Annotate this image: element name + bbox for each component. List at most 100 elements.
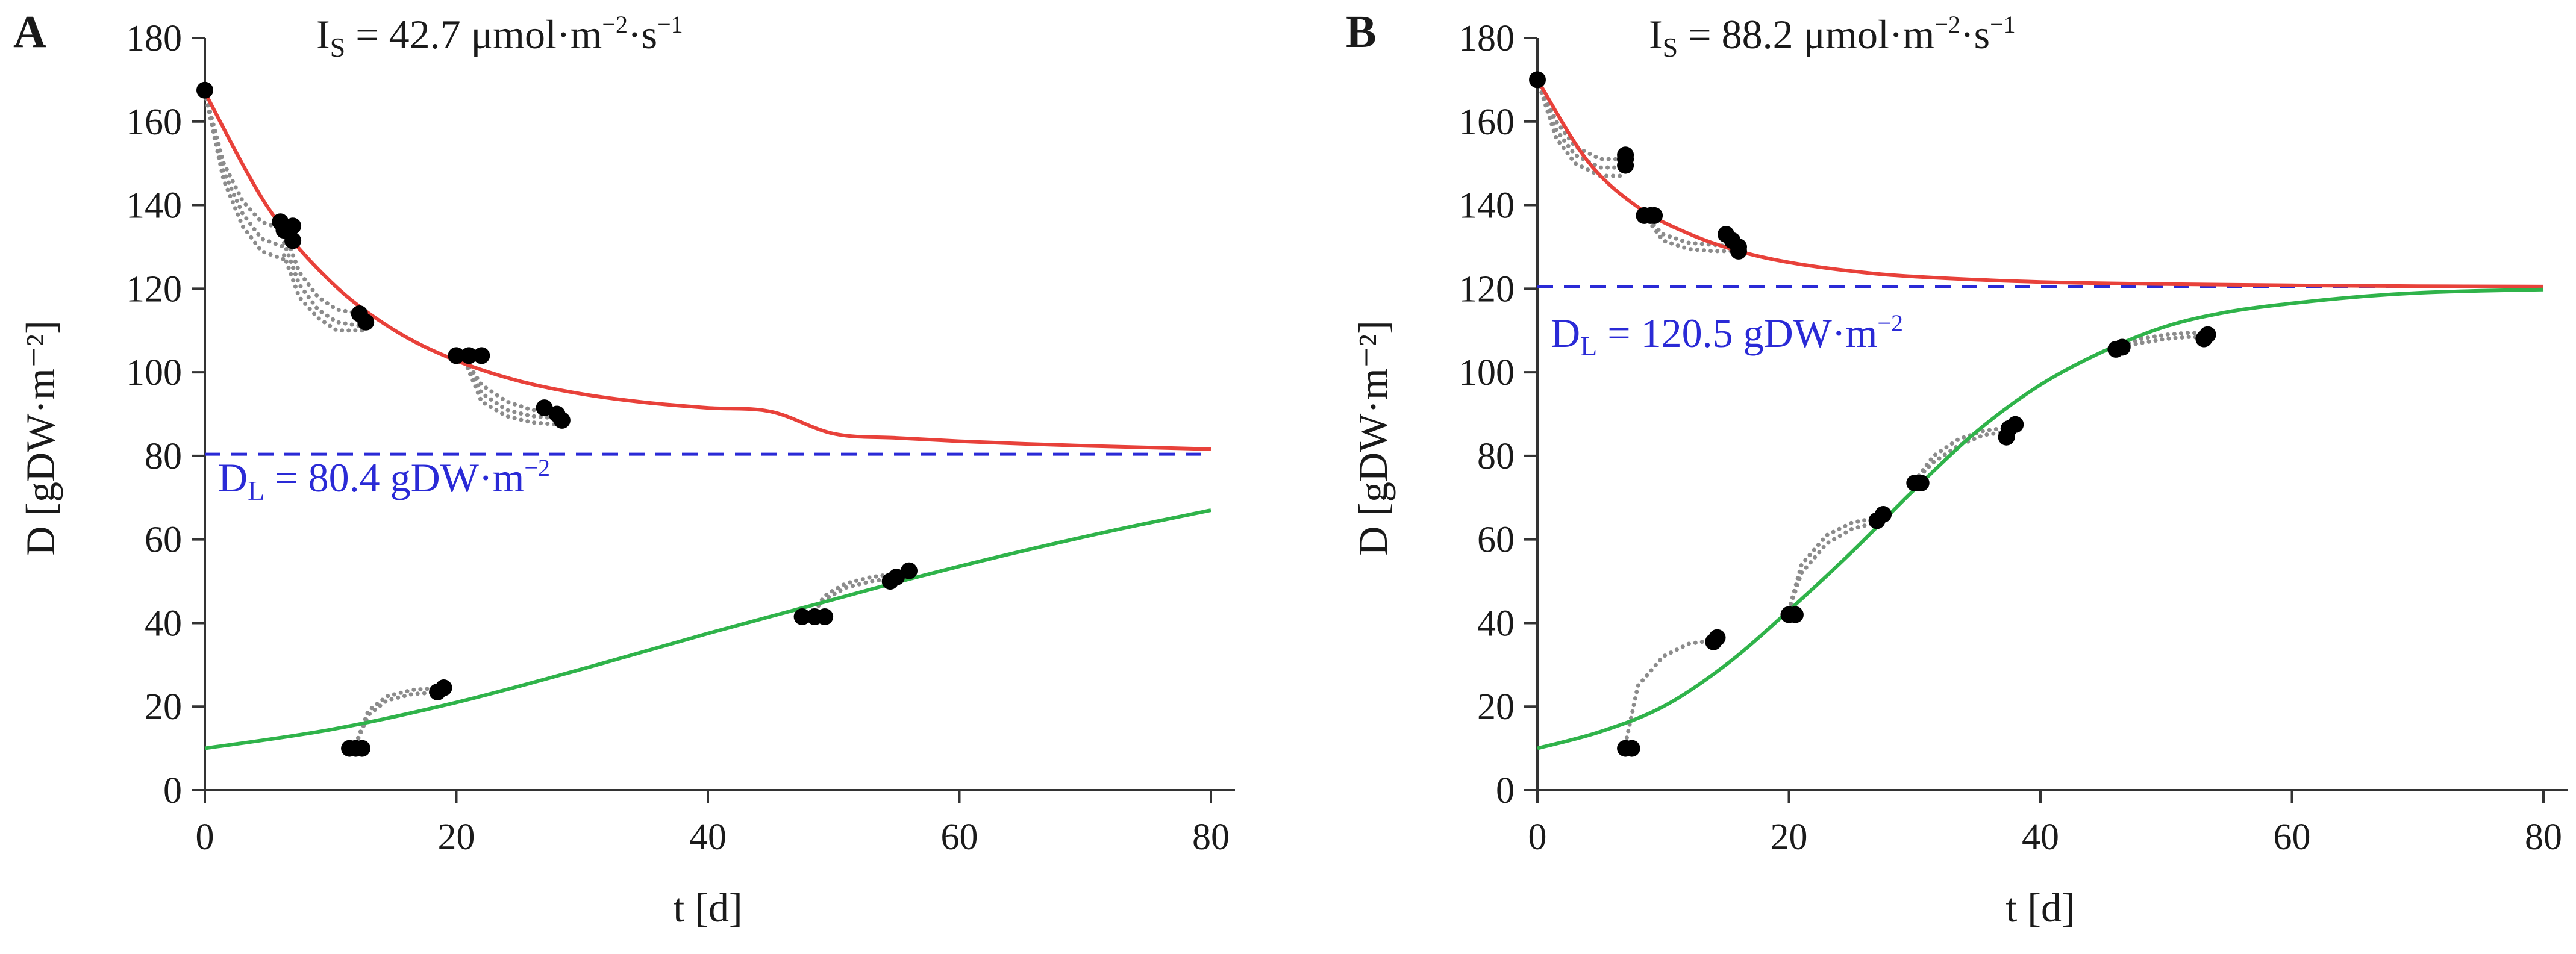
intensity-unit: ·s [1960, 11, 1990, 57]
measurement-point [1623, 740, 1640, 757]
y-tick-label: 0 [163, 770, 182, 811]
measurement-point [1786, 606, 1804, 623]
y-tick-label: 180 [1458, 18, 1515, 59]
x-tick-label: 0 [1528, 817, 1547, 858]
dl-subscript: L [248, 475, 264, 506]
simulation-curve [354, 690, 446, 747]
intensity-exp-1: −2 [602, 11, 628, 38]
simulation-curve [202, 90, 286, 232]
growth-fit-curve [1537, 287, 2544, 750]
decline-fit-curve [1536, 78, 2544, 288]
simulation-curve [460, 353, 559, 427]
measurement-point [888, 569, 905, 586]
measurement-point [353, 740, 370, 757]
light-intensity-label: IS = 42.7 μmol·m−2·s−1 [316, 11, 683, 63]
x-tick-label: 80 [1192, 817, 1230, 858]
y-tick-label: 80 [1477, 436, 1515, 477]
intensity-unit: ·s [628, 11, 657, 57]
simulation-curve [282, 253, 364, 333]
panel-a: 0 20 40 60 80 100 120 140 160 180 0 20 40 60 80 t [d] D … [13, 7, 1235, 931]
simulation-curve [1642, 213, 1741, 254]
intensity-exp-1: −2 [1934, 11, 1960, 38]
y-tick-label: 80 [145, 436, 182, 477]
measurement-point [1730, 242, 1747, 260]
decline-fit-curve [203, 91, 1211, 451]
y-tick-label: 40 [1477, 603, 1515, 644]
panel-b: 0 20 40 60 80 100 120 140 160 180 0 20 40 60 80 t [d] D … [1346, 7, 2568, 931]
light-limit-label: DL = 80.4 gDW·m−2 [218, 454, 550, 506]
panel-letter: B [1346, 7, 1377, 57]
x-tick-label: 20 [1771, 817, 1808, 858]
simulation-curve [2113, 330, 2209, 349]
y-tick-label: 20 [145, 687, 182, 728]
x-tick-label: 60 [2274, 817, 2311, 858]
growth-fit-curve [204, 508, 1211, 750]
dl-value: = 80.4 gDW·m [264, 455, 524, 500]
y-tick-label: 60 [145, 520, 182, 561]
simulation-curve [460, 353, 559, 420]
light-limit-label: DL = 120.5 gDW·m−2 [1551, 310, 1903, 361]
y-tick-label: 180 [126, 18, 182, 59]
measurement-point [816, 608, 834, 625]
simulation-curve [806, 575, 905, 617]
measurement-point [435, 679, 452, 696]
y-tick-label: 60 [1477, 520, 1515, 561]
y-tick-label: 140 [1458, 186, 1515, 226]
intensity-subscript: S [330, 32, 346, 63]
y-tick-label: 140 [126, 186, 182, 226]
y-tick-label: 120 [1458, 269, 1515, 310]
y-tick-label: 0 [1496, 770, 1515, 811]
measurement-point [460, 347, 478, 364]
y-tick-label: 100 [1458, 352, 1515, 393]
measurement-point [473, 347, 490, 364]
x-tick-label: 20 [438, 817, 475, 858]
simulation-curve [1787, 518, 1886, 613]
measurement-point [793, 608, 811, 625]
dl-symbol: D [218, 455, 248, 500]
x-tick-label: 40 [689, 817, 727, 858]
intensity-symbol: I [316, 11, 330, 57]
simulation-curve [806, 570, 905, 617]
measurement-point [1708, 629, 1726, 646]
dl-exponent: −2 [524, 454, 550, 481]
measurement-point [2007, 416, 2024, 433]
simulation-curve [354, 685, 446, 747]
panel-letter: A [13, 7, 46, 57]
measurement-point [357, 313, 375, 331]
dl-exponent: −2 [1877, 310, 1903, 337]
dl-symbol: D [1551, 310, 1580, 356]
x-axis-label: t [d] [2005, 885, 2075, 931]
dl-subscript: L [1580, 331, 1597, 361]
y-tick-label: 160 [1458, 102, 1515, 143]
simulation-curve [1912, 428, 2018, 483]
x-tick-label: 80 [2525, 817, 2562, 858]
measurement-point [2199, 326, 2216, 343]
simulation-curve [282, 228, 364, 316]
simulation-curve [1787, 514, 1886, 613]
y-tick-label: 100 [126, 352, 182, 393]
measurement-point [536, 399, 553, 417]
x-tick-label: 0 [196, 817, 214, 858]
simulation-curve [1535, 77, 1628, 161]
simulation-curve [1623, 637, 1718, 747]
simulation-curve [1535, 77, 1628, 178]
measurement-point [1529, 71, 1546, 89]
intensity-subscript: S [1663, 32, 1678, 63]
y-tick-label: 120 [126, 269, 182, 310]
y-tick-label: 20 [1477, 687, 1515, 728]
measurement-point [1617, 146, 1634, 164]
simulation-curve [1912, 424, 2018, 483]
y-tick-label: 160 [126, 102, 182, 143]
dl-value: = 120.5 gDW·m [1597, 310, 1877, 356]
y-tick-label: 40 [145, 603, 182, 644]
y-axis-label: D [gDW·m⁻²] [1350, 320, 1396, 556]
intensity-exp-2: −1 [1990, 11, 2016, 38]
measurement-point [1875, 506, 1892, 523]
light-intensity-label: IS = 88.2 μmol·m−2·s−1 [1649, 11, 2016, 63]
intensity-exp-2: −1 [657, 11, 683, 38]
measurement-point [284, 232, 302, 249]
measurement-point [448, 347, 465, 364]
measurement-point [553, 411, 571, 429]
measurement-point [2113, 338, 2131, 356]
